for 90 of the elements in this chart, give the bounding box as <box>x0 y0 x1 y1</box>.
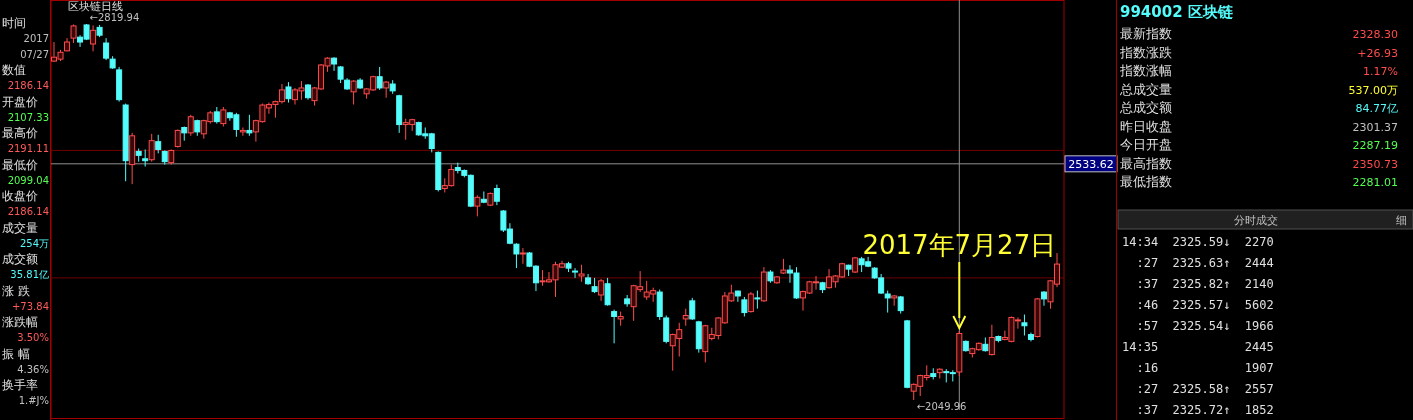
candlestick <box>689 297 696 321</box>
text: 开盘价 <box>2 94 38 109</box>
candlestick <box>747 291 754 314</box>
text: 涨 跌 <box>2 283 30 298</box>
text: 3.50% <box>17 332 49 343</box>
text: 2281.01 <box>1352 176 1398 189</box>
text: :27 2325.58↑ 2557 <box>1122 382 1274 396</box>
chart-title: 区块链日线 <box>68 0 123 13</box>
candlestick <box>519 247 526 265</box>
text: :57 2325.54↓ 1966 <box>1122 319 1274 333</box>
text: 2107.33 <box>7 111 49 123</box>
candlestick <box>598 278 605 302</box>
candlestick <box>220 106 227 128</box>
text: 指数涨幅 <box>1119 63 1172 78</box>
text: 2301.37 <box>1352 120 1398 134</box>
text: 换手率 <box>2 378 38 393</box>
candlestick <box>246 114 253 137</box>
candlestick <box>285 81 292 104</box>
text: 收盘价 <box>2 189 38 204</box>
text: 数值 <box>2 63 26 78</box>
text: 今日开盘 <box>1120 137 1172 152</box>
candlestick <box>376 66 383 91</box>
text: ←2819.94 <box>89 12 140 23</box>
candlestick <box>741 296 748 317</box>
text: 时间 <box>2 16 26 30</box>
candlestick <box>155 134 162 154</box>
text: 指数涨跌 <box>1119 44 1172 60</box>
candlestick <box>611 309 618 344</box>
text: :37 2325.82↑ 2140 <box>1122 277 1274 291</box>
text: 2191.11 <box>7 143 49 154</box>
text: 振 幅 <box>2 346 30 361</box>
candlestick <box>572 267 579 279</box>
text: 2017 <box>23 32 49 44</box>
text: :27 2325.63↑ 2444 <box>1122 256 1274 270</box>
text: 1.17% <box>1363 65 1398 78</box>
text: 2328.30 <box>1352 28 1398 41</box>
text: 成交量 <box>2 220 38 235</box>
candlestick <box>90 24 97 52</box>
text: :16 1907 <box>1122 361 1274 375</box>
text: 总成交额 <box>1119 100 1172 115</box>
text: 2186.14 <box>7 80 49 91</box>
candlestick <box>513 242 520 269</box>
text: 07/27 <box>20 48 49 60</box>
text: 最低指数 <box>1120 174 1172 189</box>
text: 2099.04 <box>7 174 49 186</box>
ref-line-label: 2533.62 <box>1068 157 1114 171</box>
text: 最新指数 <box>1120 26 1172 41</box>
text: :37 2325.72↑ 1852 <box>1122 403 1274 417</box>
text: 最低价 <box>2 157 38 172</box>
candlestick <box>480 190 487 204</box>
text: 4.36% <box>17 363 49 375</box>
text: 昨日收盘 <box>1120 118 1172 134</box>
candlestick <box>350 79 357 106</box>
text: 537.00万 <box>1348 83 1398 97</box>
text: :46 2325.57↓ 5602 <box>1122 298 1274 312</box>
candlestick <box>988 324 995 357</box>
candlestick <box>624 294 631 308</box>
text: 最高价 <box>2 126 38 141</box>
candlestick <box>474 194 481 217</box>
candlestick <box>187 114 194 137</box>
candlestick <box>1021 314 1028 337</box>
text: 84.77亿 <box>1355 102 1398 115</box>
text: 总成交量 <box>1119 81 1172 97</box>
text: +26.93 <box>1357 46 1398 60</box>
text: 35.81亿 <box>10 269 49 280</box>
candlestick <box>148 133 155 163</box>
text: 254万 <box>19 237 49 249</box>
candlestick <box>70 23 77 44</box>
text: 1.#J% <box>18 395 49 406</box>
text: 涨跌幅 <box>2 315 38 330</box>
candlestick <box>663 315 670 344</box>
text: +73.84 <box>11 300 49 312</box>
text: 最高指数 <box>1120 155 1172 171</box>
text: 2287.19 <box>1352 139 1398 152</box>
annotation: 2017年7月27日 <box>862 230 1057 260</box>
candlestick <box>734 290 741 303</box>
text: 994002 区块链 <box>1120 3 1234 21</box>
text: 分时成交 <box>1233 214 1278 227</box>
text: 成交额 <box>2 252 38 267</box>
candlestick <box>754 290 761 310</box>
text: 14:35 2445 <box>1122 340 1274 354</box>
candlestick <box>239 127 246 137</box>
text: 2186.14 <box>7 206 49 217</box>
candlestick <box>604 277 611 307</box>
text: 细 <box>1395 214 1407 227</box>
candlestick <box>331 56 338 72</box>
text: 14:34 2325.59↓ 2270 <box>1122 235 1274 249</box>
candlestick <box>174 128 181 149</box>
candlestick <box>493 184 500 206</box>
text: 2350.73 <box>1352 157 1398 171</box>
